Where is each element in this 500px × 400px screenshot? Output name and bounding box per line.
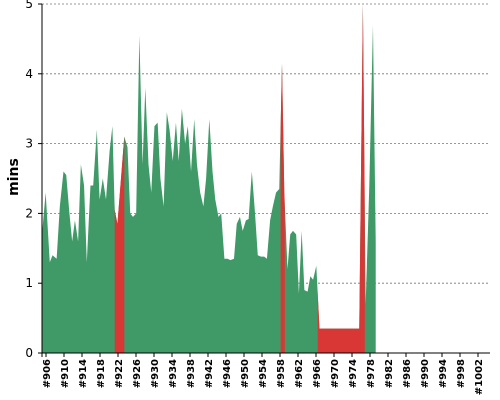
highlight-area-2 [317,4,365,353]
y-tick-label-5: 5 [25,0,33,11]
data-area [42,4,376,353]
x-tick-label-10: #946 [222,359,233,388]
axes [38,3,490,357]
x-tick-label-24: #1002 [474,359,485,395]
x-tick-label-8: #938 [186,359,197,388]
x-tick-label-17: #974 [348,359,359,388]
y-tick-label-0: 0 [25,346,33,360]
x-tick-label-13: #958 [276,359,287,388]
x-tick-label-18: #978 [366,359,377,388]
y-tick-label-1: 1 [25,276,33,290]
y-tick-label-4: 4 [25,67,33,81]
x-tick-label-2: #914 [78,359,89,388]
x-tick-label-14: #962 [294,359,305,388]
highlight-area-1 [280,63,285,353]
x-tick-label-23: #998 [456,359,467,388]
x-tick-label-1: #910 [60,359,71,388]
y-axis-title: mins [6,158,22,196]
x-tick-label-16: #970 [330,359,341,388]
y-tick-label-3: 3 [25,137,33,151]
x-tick-label-12: #954 [258,359,269,388]
x-tick-label-6: #930 [150,359,161,388]
x-tick-label-9: #942 [204,359,215,388]
x-tick-labels: #906 #910 #914 #918 #922 #926 #930 #934 #938 #942… [42,359,485,395]
x-tick-label-15: #966 [312,359,323,388]
area-series [42,4,376,353]
x-tick-label-5: #926 [132,359,143,388]
highlight-area-0 [114,136,125,353]
x-tick-label-3: #918 [96,359,107,388]
x-tick-label-20: #986 [402,359,413,388]
x-tick-label-21: #990 [420,359,431,388]
y-tick-label-2: 2 [25,206,33,220]
x-tick-label-11: #950 [240,359,251,388]
y-tick-labels: 0 1 2 3 4 5 [25,0,33,360]
x-tick-label-19: #982 [384,359,395,388]
x-tick-label-0: #906 [42,359,53,388]
x-tick-label-22: #994 [438,359,449,388]
x-tick-label-7: #934 [168,359,179,388]
x-tick-label-4: #922 [114,359,125,388]
